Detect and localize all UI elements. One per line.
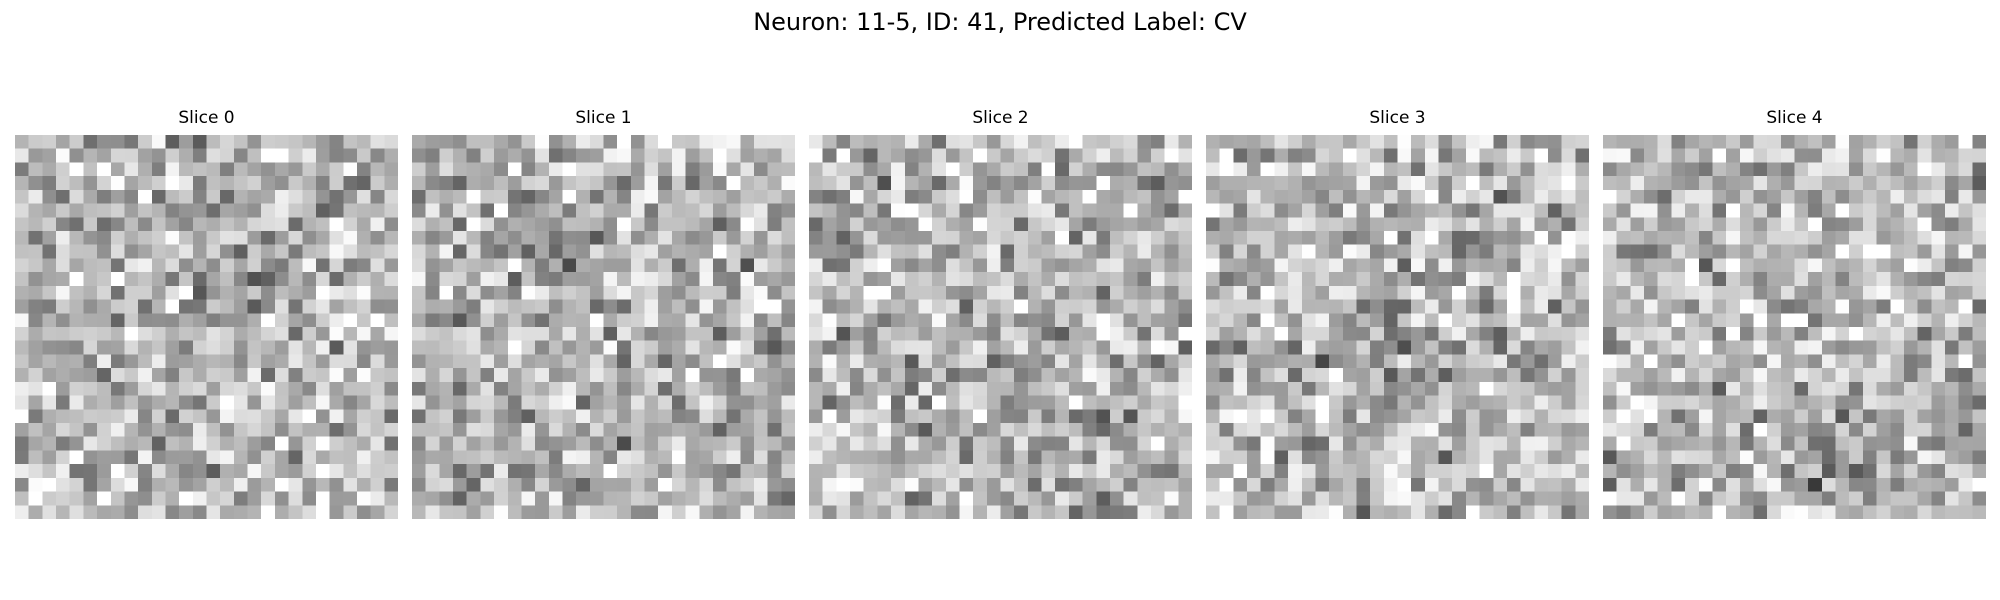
figure-title: Neuron: 11-5, ID: 41, Predicted Label: C… [753, 8, 1247, 36]
slice-panels: Slice 0 Slice 1 Slice 2 Slice 3 Slice 4 [15, 106, 1986, 519]
slice-title-3: Slice 3 [1369, 108, 1426, 128]
slice-panel-3: Slice 3 [1206, 106, 1589, 519]
slice-image-2 [809, 135, 1192, 519]
slice-title-0: Slice 0 [178, 108, 235, 128]
slice-image-3 [1206, 135, 1589, 519]
slice-image-1 [412, 135, 795, 519]
slice-panel-1: Slice 1 [412, 106, 795, 519]
slice-title-4: Slice 4 [1766, 108, 1823, 128]
slice-image-0 [15, 135, 398, 519]
slice-title-1: Slice 1 [575, 108, 632, 128]
slice-panel-0: Slice 0 [15, 106, 398, 519]
slice-panel-4: Slice 4 [1603, 106, 1986, 519]
slice-image-4 [1603, 135, 1986, 519]
slice-panel-2: Slice 2 [809, 106, 1192, 519]
slice-title-2: Slice 2 [972, 108, 1029, 128]
